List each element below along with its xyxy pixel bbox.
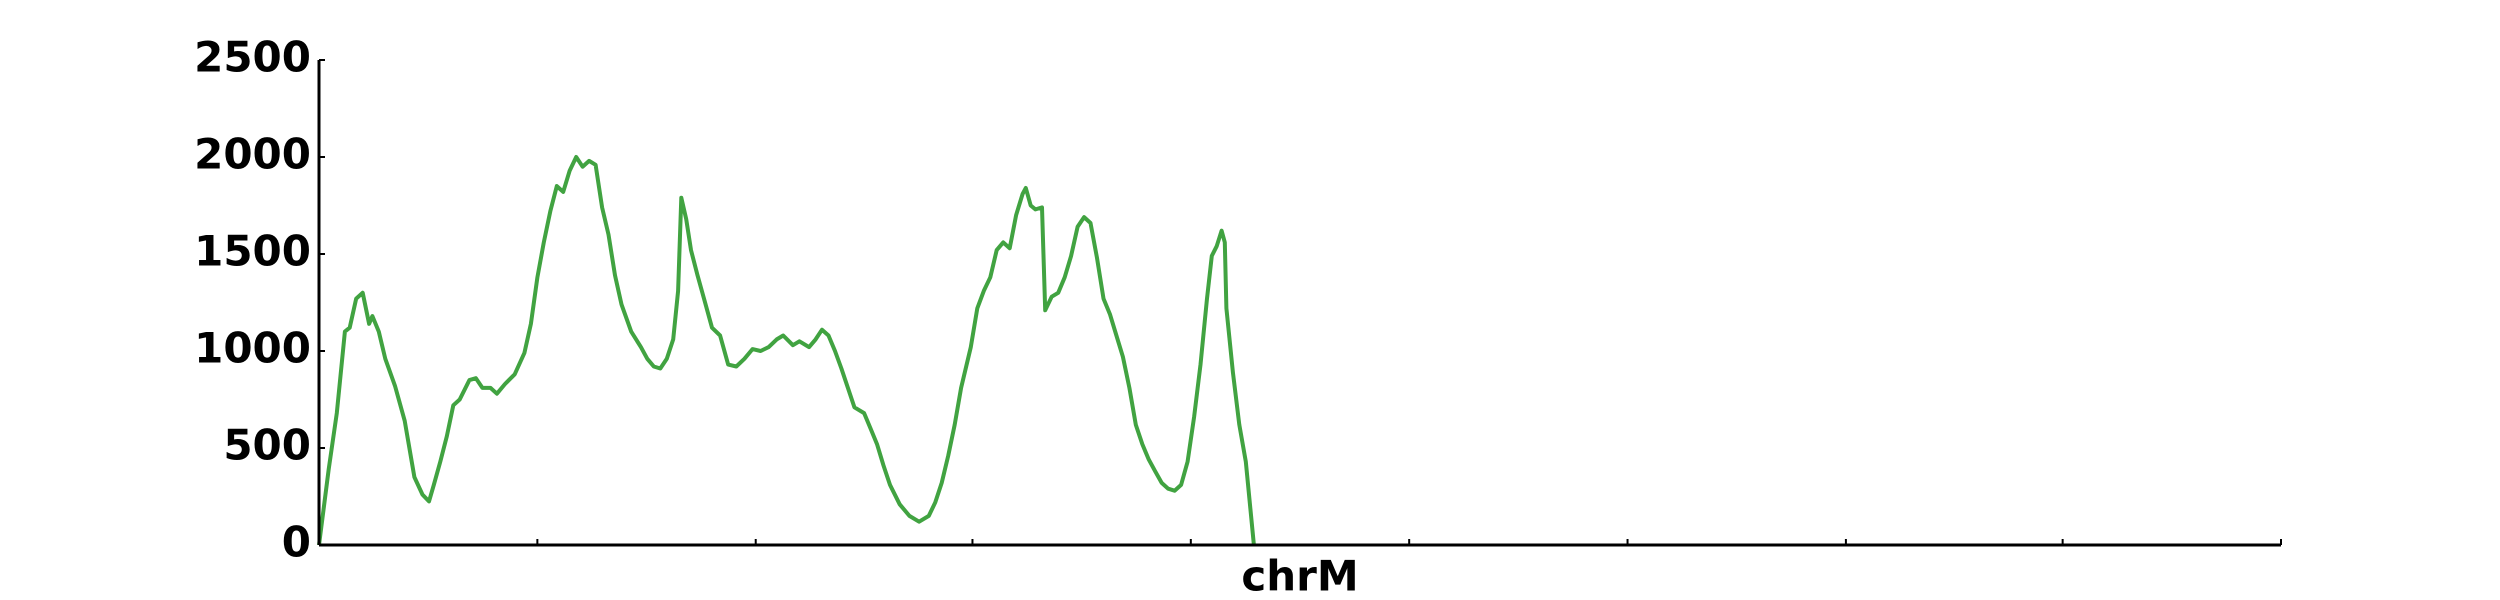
x-axis-label: chrM — [1241, 552, 1358, 600]
y-tick-label: 1500 — [194, 227, 311, 276]
y-tick-label: 500 — [223, 421, 311, 470]
y-tick-label: 2500 — [194, 33, 311, 82]
y-tick-label: 2000 — [194, 130, 311, 179]
y-tick-label: 0 — [282, 518, 311, 567]
line-series — [317, 155, 1256, 546]
y-tick-label: 1000 — [194, 324, 311, 373]
